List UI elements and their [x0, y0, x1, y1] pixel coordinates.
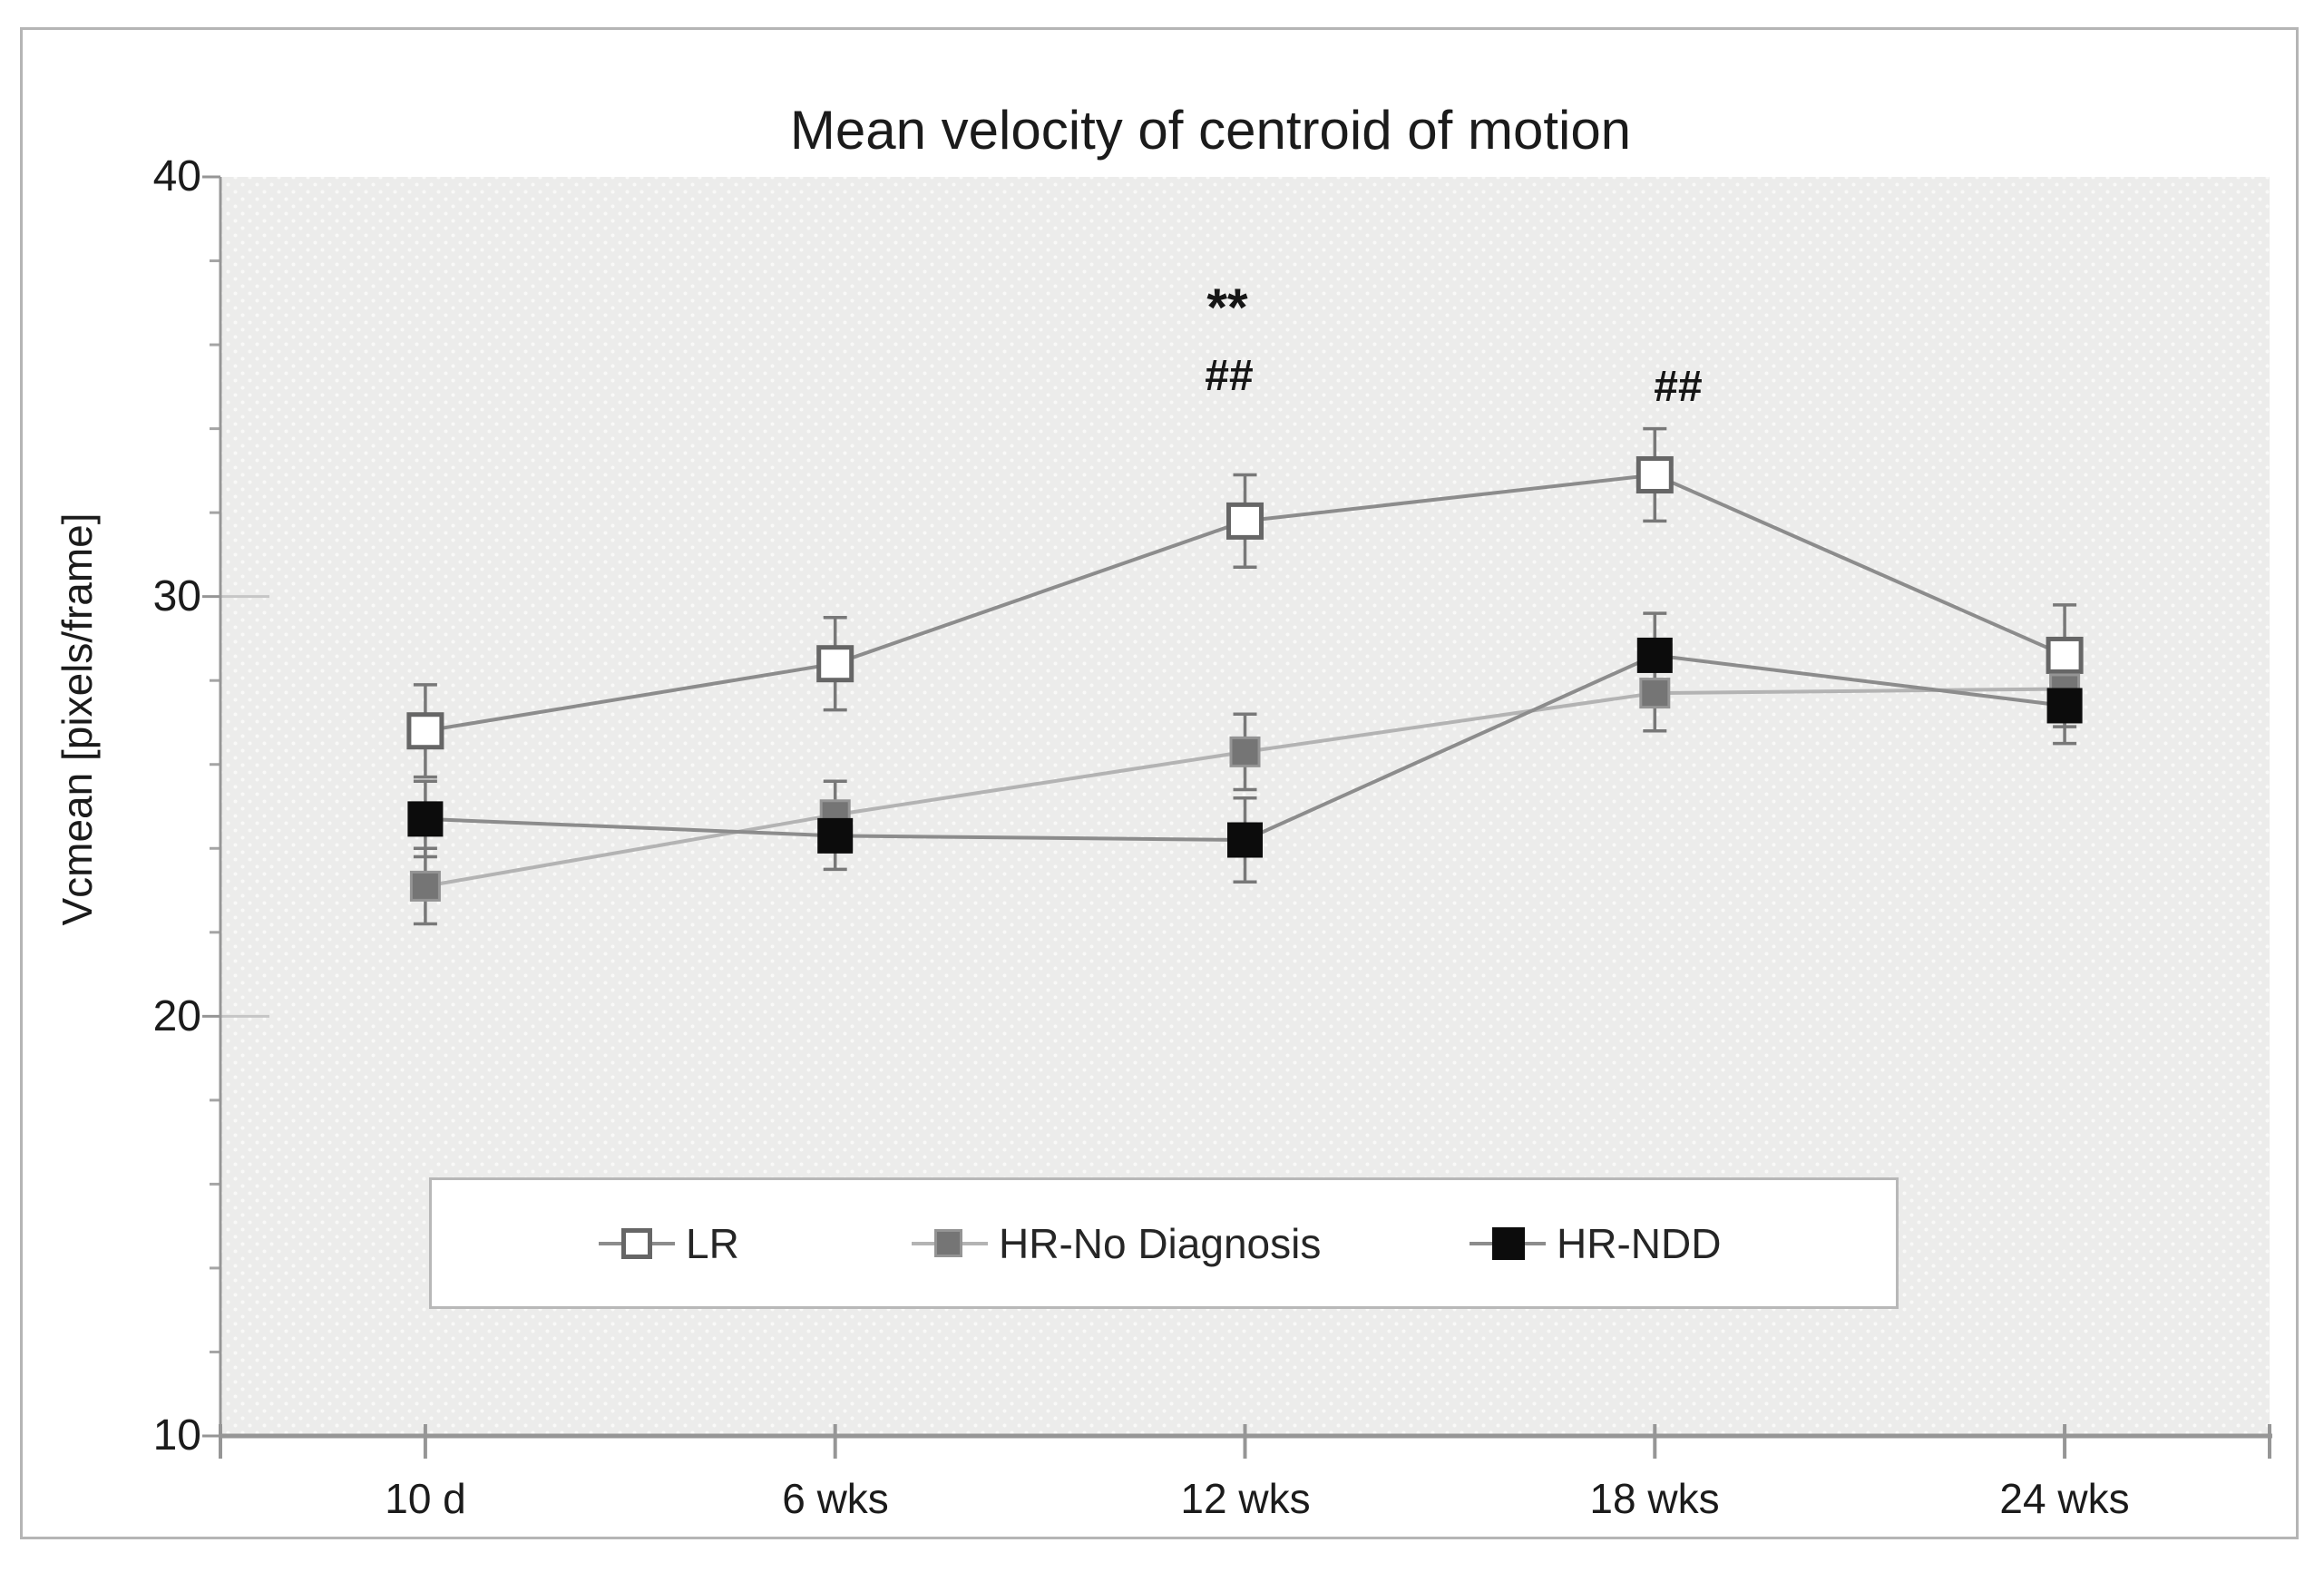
data-point-marker-2-2 — [1227, 822, 1263, 858]
legend-marker-hr-no-diagnosis — [912, 1224, 988, 1264]
legend-label-hr-ndd: HR-NDD — [1557, 1219, 1722, 1267]
data-point-marker-1-0 — [409, 870, 441, 902]
x-tick-label-12wks: 12 wks — [1180, 1475, 1311, 1522]
y-tick-label-40: 40 — [152, 152, 201, 200]
legend-entry-hr-ndd: HR-NDD — [1470, 1180, 1721, 1306]
legend-entry-hr-no-diagnosis: HR-No Diagnosis — [912, 1180, 1321, 1306]
data-point-marker-2-3 — [1636, 637, 1673, 673]
legend-entry-lr: LR — [599, 1180, 739, 1306]
open-square-marker-icon — [621, 1227, 652, 1259]
data-point-marker-1-2 — [1229, 736, 1261, 767]
legend-marker-hr-ndd — [1470, 1224, 1546, 1264]
x-tick-label-10d: 10 d — [385, 1475, 466, 1522]
legend-label-lr: LR — [686, 1219, 739, 1267]
data-point-marker-2-1 — [817, 817, 854, 854]
y-tick-label-30: 30 — [152, 572, 201, 620]
legend-label-hr-no-diagnosis: HR-No Diagnosis — [999, 1219, 1322, 1267]
data-point-marker-2-4 — [2046, 688, 2083, 724]
significance-annotation-hash-12wks: ## — [1205, 352, 1254, 400]
y-tick-label-10: 10 — [152, 1411, 201, 1460]
x-tick-label-18wks: 18 wks — [1589, 1475, 1720, 1522]
x-tick-label-6wks: 6 wks — [782, 1475, 889, 1522]
data-point-marker-0-4 — [2046, 636, 2084, 674]
gray-square-marker-icon — [934, 1229, 962, 1257]
y-tick-label-20: 20 — [152, 992, 201, 1040]
legend-marker-lr — [599, 1224, 675, 1264]
data-point-marker-0-1 — [816, 645, 854, 683]
data-point-marker-0-0 — [406, 712, 444, 750]
data-point-marker-1-3 — [1639, 678, 1671, 709]
legend: LR HR-No Diagnosis HR-NDD — [429, 1177, 1899, 1309]
significance-annotation-stars-12wks: ** — [1206, 278, 1248, 337]
black-square-marker-icon — [1492, 1226, 1525, 1260]
significance-annotation-hash-18wks: ## — [1654, 363, 1703, 411]
chart-title: Mean velocity of centroid of motion — [789, 100, 1632, 161]
data-point-marker-2-0 — [407, 801, 444, 837]
data-point-marker-0-3 — [1636, 455, 1674, 493]
x-tick-label-24wks: 24 wks — [1999, 1475, 2130, 1522]
y-axis-title: Vcmean [pixels/frame] — [54, 513, 101, 926]
data-point-marker-0-2 — [1226, 502, 1264, 540]
